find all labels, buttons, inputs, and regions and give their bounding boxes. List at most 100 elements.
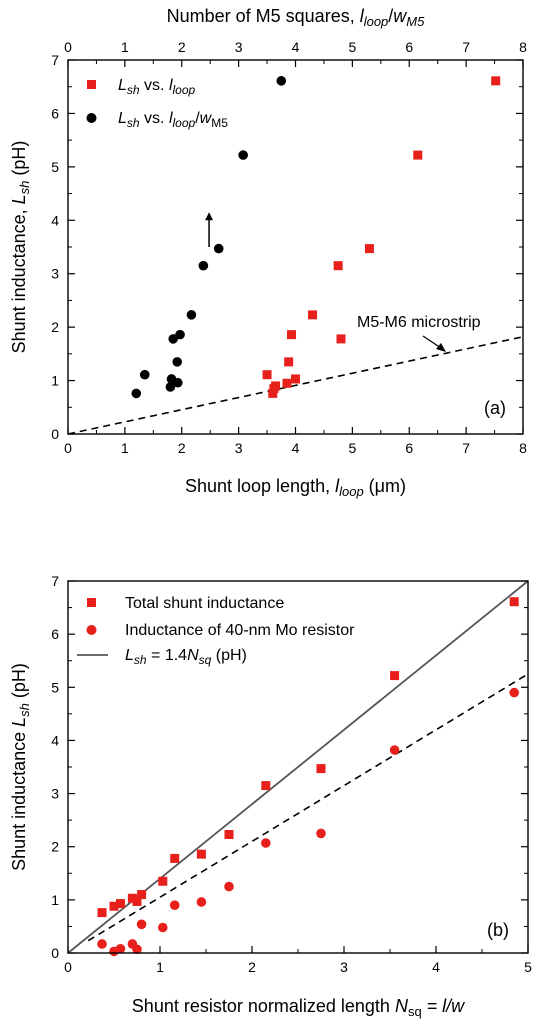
panel-b-series-1-point <box>97 908 107 918</box>
panel-b-series-1-point <box>158 876 168 886</box>
panel-a-y-tick-label: 6 <box>51 105 59 121</box>
panel-b-x-tick-label: 2 <box>248 959 256 975</box>
panel-a-x2-tick-label: 6 <box>405 39 413 55</box>
panel-a-series-1-point <box>491 76 501 86</box>
panel-a-series-2-point <box>186 310 197 320</box>
panel-a-arrow-head <box>205 212 214 221</box>
panel-a-x-tick-label: 5 <box>348 440 356 456</box>
panel-b-legend: Total shunt inductance Inductance of 40-… <box>77 595 355 667</box>
panel-a-series-1-point <box>333 261 343 271</box>
panel-b-label: (b) <box>487 920 509 940</box>
panel-a-series-1-point <box>284 357 294 367</box>
panel-b-y-tick-label: 3 <box>51 786 59 802</box>
panel-a-data-marks <box>131 76 501 399</box>
panel-b-legend-square-marker <box>87 598 96 607</box>
panel-a-label: (a) <box>484 398 506 418</box>
panel-b-series-2-point <box>196 897 207 907</box>
panel-a-y-tick-label: 7 <box>51 52 59 68</box>
panel-a-annotation-microstrip: M5-M6 microstrip <box>357 314 481 331</box>
panel-a-series-2-point <box>165 382 176 392</box>
panel-a-x-tick-label: 7 <box>462 440 470 456</box>
panel-b-y-tick-label: 2 <box>51 839 59 855</box>
panel-b-series-1-point <box>127 893 137 903</box>
panel-a-x2-tick-label: 1 <box>121 39 129 55</box>
panel-a-series-1-point <box>413 150 423 160</box>
panel-a-x2-tick-label: 3 <box>235 39 243 55</box>
panel-b-data-marks <box>97 597 519 957</box>
panel-a-x2-tick-label: 7 <box>462 39 470 55</box>
panel-a-x-tick-label: 1 <box>121 440 129 456</box>
panel-b-y-tick-label: 1 <box>51 892 59 908</box>
panel-b-y-tick-label: 4 <box>51 732 59 748</box>
panel-a-annotation-arrowhead <box>436 343 446 352</box>
chart-panel-b: 0 1 2 3 4 5 0 1 2 3 4 5 6 7 Shunt resistor normalized… <box>9 573 532 1019</box>
panel-b-frame <box>67 580 529 954</box>
panel-a-y-tick-label: 1 <box>51 373 59 389</box>
panel-b-series-1-point <box>224 829 234 839</box>
panel-b-series-2-point <box>509 687 519 698</box>
panel-a-series-2-point <box>172 357 182 367</box>
panel-a-series-1-point <box>282 378 292 388</box>
panel-b-series-2-point <box>115 943 126 954</box>
panel-a-top-axis-title: Number of M5 squares, lloop/wM5 <box>167 6 426 29</box>
panel-a-x2-tick-label: 4 <box>292 39 300 55</box>
panel-a-series-2-point <box>172 377 183 388</box>
panel-b-legend-circle-marker <box>86 625 97 635</box>
panel-a-series-1-point <box>262 370 272 380</box>
panel-a-x-tick-label: 3 <box>235 440 243 456</box>
panel-b-x-tick-label: 5 <box>524 959 532 975</box>
panel-a-series-1-point <box>336 334 346 344</box>
panel-a-legend-square-marker <box>87 80 96 89</box>
panel-b-x-axis-title: Shunt resistor normalized length Nsq = l… <box>132 996 465 1019</box>
panel-b-series-1-point <box>390 671 400 681</box>
panel-a-axes: 0 1 2 3 4 5 6 7 8 0 1 2 3 4 5 6 7 8 0 1 2 3 4 5 6 7 <box>51 39 527 456</box>
panel-a-x-tick-label: 2 <box>178 440 186 456</box>
chart-panel-a: 0 1 2 3 4 5 6 7 8 0 1 2 3 4 5 6 7 8 0 1 2 3 4 5 6 7 Number of M5 … <box>9 6 527 499</box>
panel-b-y-tick-label: 7 <box>51 573 59 589</box>
panel-a-x-axis-title: Shunt loop length, lloop (μm) <box>185 476 406 499</box>
panel-a-series-2-point <box>198 260 209 271</box>
panel-a-series-2-point <box>276 76 287 86</box>
panel-a-x-tick-label: 6 <box>405 440 413 456</box>
panel-b-x-tick-label: 4 <box>432 959 440 975</box>
panel-a-series-1-point <box>364 244 374 254</box>
panel-a-series-1-point <box>268 388 278 398</box>
panel-b-series-1-point <box>137 890 147 900</box>
panel-a-x-tick-label: 0 <box>64 440 72 456</box>
panel-b-series-2-point <box>132 944 142 955</box>
panel-b-series-2-point <box>389 745 400 755</box>
panel-a-microstrip-dashed-line <box>67 335 524 435</box>
panel-a-frame <box>67 59 524 435</box>
panel-b-series-1-point <box>170 853 180 863</box>
panel-b-x-tick-label: 3 <box>340 959 348 975</box>
panel-b-y-axis-title: Shunt inductance Lsh (pH) <box>9 663 32 871</box>
panel-a-legend-circle-marker <box>86 113 97 123</box>
panel-b-series-2-point <box>97 939 107 949</box>
panel-b-y-tick-label: 0 <box>51 945 59 961</box>
panel-a-x2-tick-label: 8 <box>519 39 527 55</box>
panel-a-x2-tick-label: 2 <box>178 39 186 55</box>
panel-a-y-tick-label: 3 <box>51 266 59 282</box>
panel-a-series-2-point <box>175 329 185 340</box>
panel-b-series-2-point <box>169 900 180 910</box>
panel-a-series-1-point <box>271 381 281 391</box>
panel-a-x2-tick-label: 0 <box>64 39 72 55</box>
panel-a-series-2-point <box>238 150 248 160</box>
panel-b-series-1-point <box>115 899 125 909</box>
panel-a-y-tick-label: 5 <box>51 159 59 175</box>
panel-b-series-2-point <box>224 881 234 892</box>
panel-b-series-1-point <box>109 901 119 911</box>
panel-b-legend-label-2: Inductance of 40-nm Mo resistor <box>125 622 355 639</box>
panel-b-x-tick-label: 0 <box>64 959 72 975</box>
panel-a-series-2-point <box>131 388 142 399</box>
panel-a-y-tick-label: 2 <box>51 319 59 335</box>
panel-a-series-1-point <box>308 310 318 320</box>
panel-a-y-axis-title: Shunt inductance, Lsh (pH) <box>9 141 32 354</box>
panel-a-series-2-point <box>139 369 150 380</box>
panel-a-series-1-point <box>287 330 297 340</box>
panel-b-y-tick-label: 5 <box>51 679 59 695</box>
panel-a-x-tick-label: 8 <box>519 440 527 456</box>
panel-b-series-1-point <box>316 764 326 774</box>
panel-a-series-2-point <box>168 334 179 344</box>
